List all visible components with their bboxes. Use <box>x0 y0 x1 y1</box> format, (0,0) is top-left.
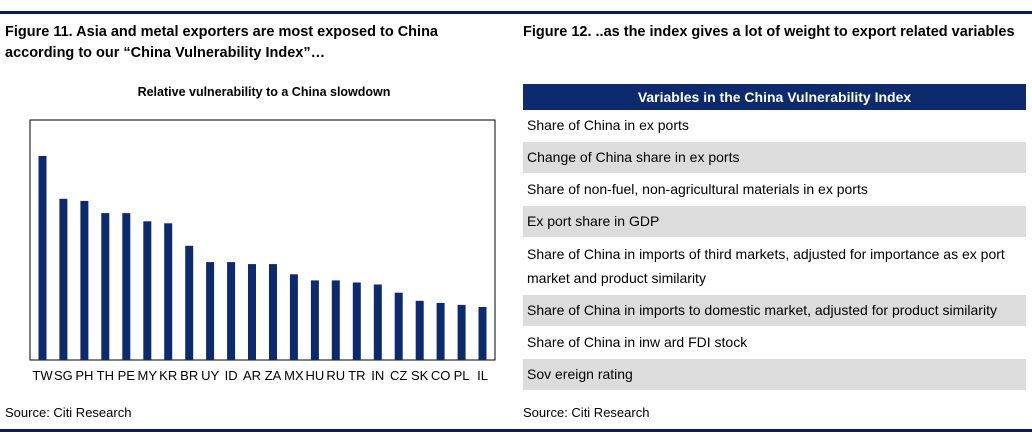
bar-co <box>436 302 445 360</box>
bar-br <box>185 245 194 360</box>
bar-id <box>227 262 236 360</box>
bottom-rule <box>0 429 1032 432</box>
x-tick-label: BR <box>180 368 198 383</box>
x-tick-label: SG <box>54 368 73 383</box>
figure-12-source: Source: Citi Research <box>523 405 650 420</box>
x-tick-label: MY <box>138 368 158 383</box>
figure-12-title: Figure 12. ..as the index gives a lot of… <box>523 24 1015 40</box>
variables-table-header: Variables in the China Vulnerability Ind… <box>523 84 1026 110</box>
table-row: Share of China in inw ard FDI stock <box>523 327 1026 359</box>
figure-11-title: Figure 11. Asia and metal exporters are … <box>5 24 438 61</box>
bar-ar <box>248 264 256 360</box>
bar-kr <box>164 223 173 360</box>
plot-frame <box>29 119 496 361</box>
bar-tw <box>38 156 47 360</box>
bar-pl <box>457 304 466 360</box>
table-row: Share of China in ex ports <box>523 110 1026 142</box>
bar-uy <box>206 262 215 360</box>
bar-ru <box>331 280 340 360</box>
x-tick-label: KR <box>159 368 177 383</box>
bar-tr <box>352 282 361 360</box>
x-tick-label: TR <box>348 368 365 383</box>
chart-title: Relative vulnerability to a China slowdo… <box>137 85 391 99</box>
bar-il <box>478 307 487 360</box>
x-tick-label: PH <box>75 368 93 383</box>
x-tick-label: IL <box>477 368 488 383</box>
table-row: Share of China in imports to domestic ma… <box>523 295 1026 327</box>
table-row: Change of China share in ex ports <box>523 142 1026 174</box>
x-tick-label: PL <box>454 368 470 383</box>
x-tick-label: CO <box>431 368 451 383</box>
bar-chart: TW SG PH TH PE MY KR BR UY ID AR ZA MX HU RU TR IN CZ SK CO… <box>29 119 496 383</box>
x-tick-label: TH <box>97 368 114 383</box>
bar-series <box>38 156 487 360</box>
bar-pe <box>122 213 131 360</box>
bar-za <box>269 264 277 360</box>
x-tick-label: MX <box>284 368 304 383</box>
x-tick-labels: TW SG PH TH PE MY KR BR UY ID AR ZA MX HU RU TR IN CZ SK CO… <box>32 368 488 383</box>
x-tick-label: ZA <box>265 368 282 383</box>
x-tick-label: UY <box>201 368 219 383</box>
bar-cz <box>394 292 403 360</box>
bar-my <box>143 221 152 360</box>
x-tick-label: SK <box>411 368 429 383</box>
bar-sk <box>415 300 424 360</box>
bar-sg <box>59 198 68 360</box>
table-row: Ex port share in GDP <box>523 206 1026 238</box>
table-row: Sov ereign rating <box>523 359 1026 391</box>
table-row: Share of China in imports of third marke… <box>523 238 1026 295</box>
x-tick-label: ID <box>225 368 238 383</box>
x-tick-label: AR <box>243 368 261 383</box>
x-tick-label: HU <box>306 368 325 383</box>
table-row: Share of non-fuel, non-agricultural mate… <box>523 174 1026 206</box>
x-tick-label: TW <box>32 368 53 383</box>
variables-table: Variables in the China Vulnerability Ind… <box>523 84 1026 391</box>
figure-11-source: Source: Citi Research <box>5 405 132 420</box>
x-tick-label: PE <box>118 368 136 383</box>
top-rule <box>0 11 1032 14</box>
x-tick-label: RU <box>326 368 345 383</box>
bar-hu <box>310 280 319 360</box>
x-tick-label: IN <box>371 368 384 383</box>
x-tick-label: CZ <box>390 368 407 383</box>
bar-in <box>373 284 382 360</box>
bar-ph <box>80 200 89 360</box>
bar-th <box>101 213 110 360</box>
bar-mx <box>289 274 298 360</box>
